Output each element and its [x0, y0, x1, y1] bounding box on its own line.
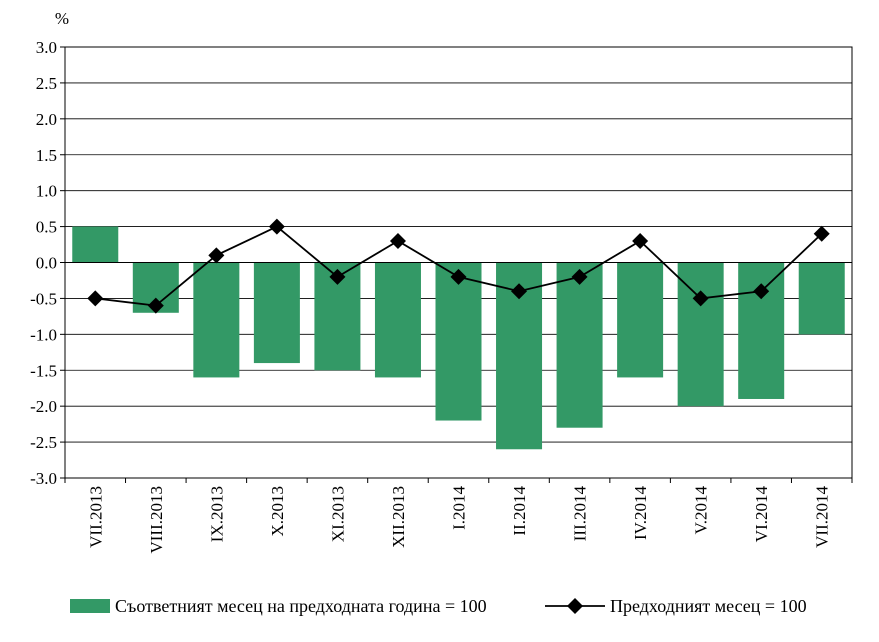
- y-unit-label: %: [55, 9, 69, 28]
- legend-label-bar: Съответният месец на предходната година …: [115, 596, 487, 616]
- y-tick-label: -2.5: [30, 433, 57, 452]
- line-point: [329, 268, 346, 285]
- bar: [435, 262, 482, 421]
- line-point: [268, 218, 285, 235]
- bar: [556, 262, 603, 428]
- legend: Съответният месец на предходната година …: [70, 596, 807, 616]
- line-point: [208, 247, 225, 264]
- y-tick-label: -2.0: [30, 397, 57, 416]
- x-tick-label: VI.2014: [752, 486, 771, 543]
- x-tick-label: XII.2013: [389, 486, 408, 548]
- line-point: [692, 290, 709, 307]
- y-tick-label: -0.5: [30, 289, 57, 308]
- x-tick-label: I.2014: [450, 486, 469, 530]
- x-tick-label: V.2014: [692, 486, 711, 535]
- y-tick-label: 1.0: [36, 182, 57, 201]
- axis-layer: [60, 46, 853, 483]
- y-tick-label: 1.5: [36, 146, 57, 165]
- bar: [374, 262, 421, 378]
- label-layer: -3.0 -2.5 -2.0 -1.5 -1.0 -0.5 0.0 0.5 1.0 1.5 2.0 2…: [30, 38, 832, 554]
- bar-layer: [72, 226, 845, 450]
- bar: [677, 262, 724, 407]
- line-point: [632, 232, 649, 249]
- line-point: [87, 290, 104, 307]
- y-tick-label: 0.0: [36, 254, 57, 273]
- y-tick-label: 2.5: [36, 74, 57, 93]
- line-point: [450, 268, 467, 285]
- line-point: [147, 297, 164, 314]
- x-tick-label: IV.2014: [631, 486, 650, 540]
- x-tick-label: VII.2014: [813, 486, 832, 548]
- line-point: [753, 283, 770, 300]
- y-tick-label: 0.5: [36, 218, 57, 237]
- y-tick-label: 2.0: [36, 110, 57, 129]
- x-tick-label: IX.2013: [207, 486, 226, 542]
- y-tick-label: -1.5: [30, 361, 57, 380]
- legend-marker: [567, 598, 583, 614]
- bar: [72, 226, 119, 263]
- x-tick-label: VII.2013: [86, 486, 105, 548]
- line-layer: [87, 218, 830, 314]
- bar: [738, 262, 785, 399]
- line-point: [813, 225, 830, 242]
- y-tick-label: 3.0: [36, 38, 57, 57]
- x-tick-label: VIII.2013: [147, 486, 166, 554]
- x-tick-label: III.2014: [571, 486, 590, 542]
- line-point: [389, 232, 406, 249]
- bar: [617, 262, 664, 378]
- legend-swatch-bar: [70, 599, 110, 613]
- y-tick-label: -3.0: [30, 469, 57, 488]
- legend-label-line: Предходният месец = 100: [610, 596, 807, 616]
- x-tick-label: II.2014: [510, 486, 529, 536]
- x-tick-label: XI.2013: [328, 486, 347, 542]
- x-tick-label: X.2013: [268, 486, 287, 537]
- bar: [253, 262, 300, 364]
- bar: [798, 262, 845, 335]
- bar: [193, 262, 240, 378]
- line-point: [571, 268, 588, 285]
- line-point: [511, 283, 528, 300]
- y-tick-label: -1.0: [30, 325, 57, 344]
